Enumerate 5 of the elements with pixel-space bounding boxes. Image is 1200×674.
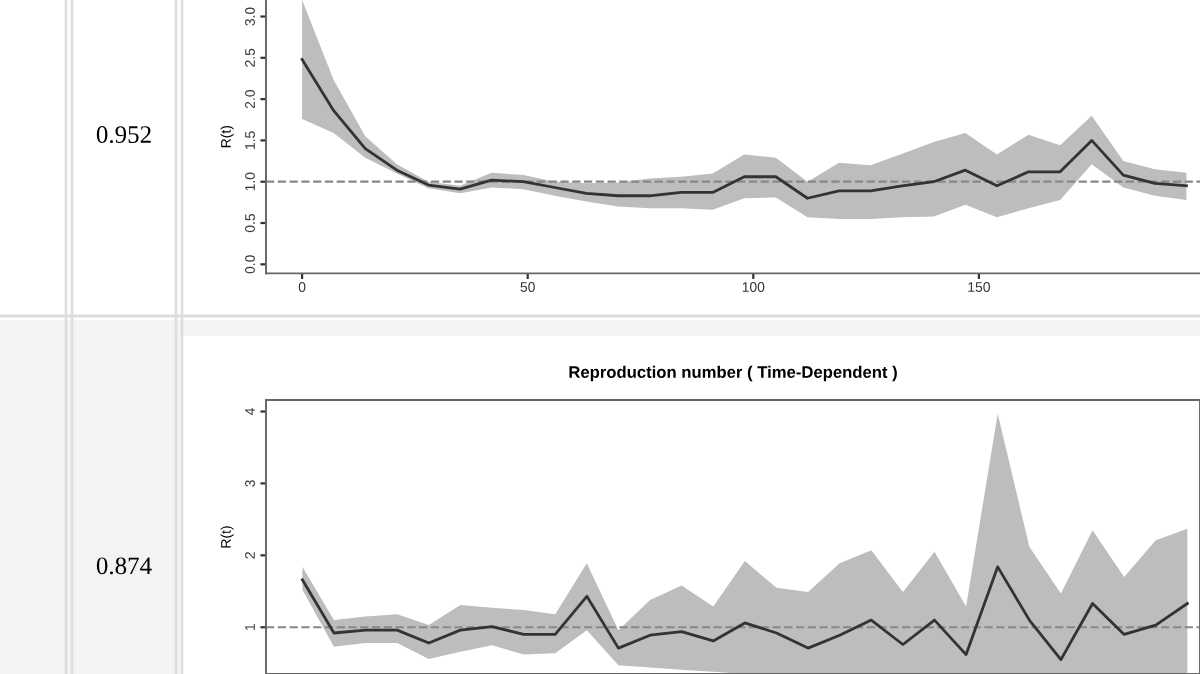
chart-title: Reproduction number ( Time-Dependent ) — [569, 365, 897, 382]
text: 0.952 — [96, 126, 151, 144]
line-series — [300, 58, 1188, 200]
line-series — [300, 565, 1189, 662]
text: 0.874 — [96, 557, 152, 575]
